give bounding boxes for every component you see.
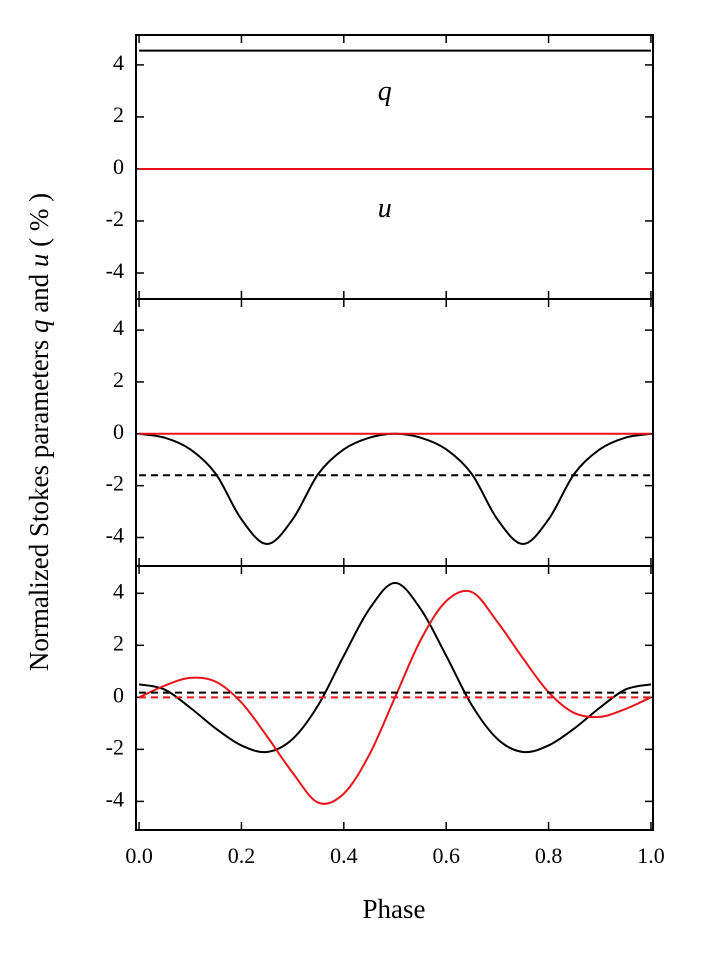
x-tick-label: 0.6: [432, 843, 460, 868]
x-tick-label: 0.8: [535, 843, 563, 868]
y-tick-label: 2: [113, 102, 124, 127]
y-tick-label: 0: [113, 682, 124, 707]
y-tick-label: 4: [113, 578, 124, 603]
x-tick-label: 0.0: [125, 843, 153, 868]
y-tick-label: 4: [113, 50, 124, 75]
y-tick-label: -4: [106, 786, 124, 811]
y-tick-label: 2: [113, 630, 124, 655]
plot-frame: [135, 298, 654, 567]
annotation: u: [378, 193, 392, 224]
y-tick-label: -2: [106, 734, 124, 759]
y-axis-label-part: q: [24, 320, 54, 334]
y-tick-label: 0: [113, 419, 124, 444]
y-tick-label: 2: [113, 367, 124, 392]
plot-frame: [135, 34, 654, 300]
y-tick-label: -4: [106, 258, 124, 283]
y-axis-label-part: ( % ): [24, 193, 54, 254]
plot-frame: [135, 565, 654, 831]
data-line: [138, 432, 652, 545]
y-axis-label: Normalized Stokes parameters q and u ( %…: [24, 193, 54, 671]
y-tick-label: 4: [113, 315, 124, 340]
y-tick-label: -2: [106, 206, 124, 231]
y-axis-label-part: u: [24, 254, 54, 268]
x-tick-label: 0.2: [228, 843, 256, 868]
y-tick-label: 0: [113, 154, 124, 179]
annotation: q: [378, 76, 392, 107]
y-axis-label-part: and: [24, 267, 54, 319]
x-axis-label: Phase: [363, 894, 426, 924]
x-tick-label: 0.4: [330, 843, 358, 868]
data-line: [138, 581, 652, 754]
y-tick-label: -4: [106, 523, 124, 548]
y-tick-label: -2: [106, 471, 124, 496]
x-tick-label: 1.0: [637, 843, 665, 868]
y-axis-label-part: Normalized Stokes parameters: [24, 333, 54, 671]
